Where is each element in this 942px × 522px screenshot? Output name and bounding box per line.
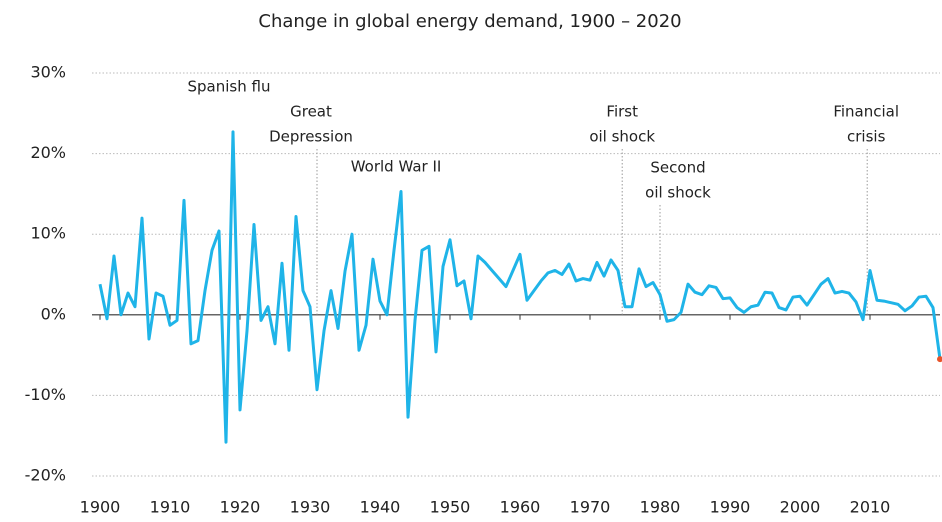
annotation-text: crisis — [847, 128, 886, 146]
annotation-text: World War II — [351, 158, 442, 176]
annotation-text: Spanish flu — [188, 78, 271, 96]
x-tick-label: 1960 — [500, 498, 541, 517]
y-tick-label: 30% — [30, 63, 66, 82]
y-tick-label: -20% — [25, 466, 66, 485]
x-tick-label: 1950 — [430, 498, 471, 517]
annotation-text: oil shock — [645, 184, 711, 202]
x-tick-label: 1900 — [80, 498, 121, 517]
annotation-text: oil shock — [589, 128, 655, 146]
y-tick-label: 10% — [30, 224, 66, 243]
x-tick-label: 1930 — [290, 498, 331, 517]
x-tick-label: 1940 — [360, 498, 401, 517]
annotation-text: Depression — [269, 128, 353, 146]
x-tick-label: 1970 — [570, 498, 611, 517]
x-tick-label: 1980 — [640, 498, 681, 517]
chart-title: Change in global energy demand, 1900 – 2… — [258, 11, 681, 32]
annotation-text: Second — [650, 159, 705, 177]
annotation-text: First — [606, 103, 638, 121]
x-tick-label: 2010 — [850, 498, 891, 517]
last-point — [937, 356, 942, 363]
x-tick-label: 2000 — [780, 498, 821, 517]
annotation-text: Financial — [833, 103, 899, 121]
x-tick-label: 1920 — [220, 498, 261, 517]
y-tick-label: 20% — [30, 143, 66, 162]
x-tick-label: 1990 — [710, 498, 751, 517]
y-tick-label: 0% — [41, 304, 66, 323]
annotation-text: Great — [290, 103, 332, 121]
y-tick-label: -10% — [25, 385, 66, 404]
x-tick-label: 1910 — [150, 498, 191, 517]
data-line — [98, 130, 942, 444]
